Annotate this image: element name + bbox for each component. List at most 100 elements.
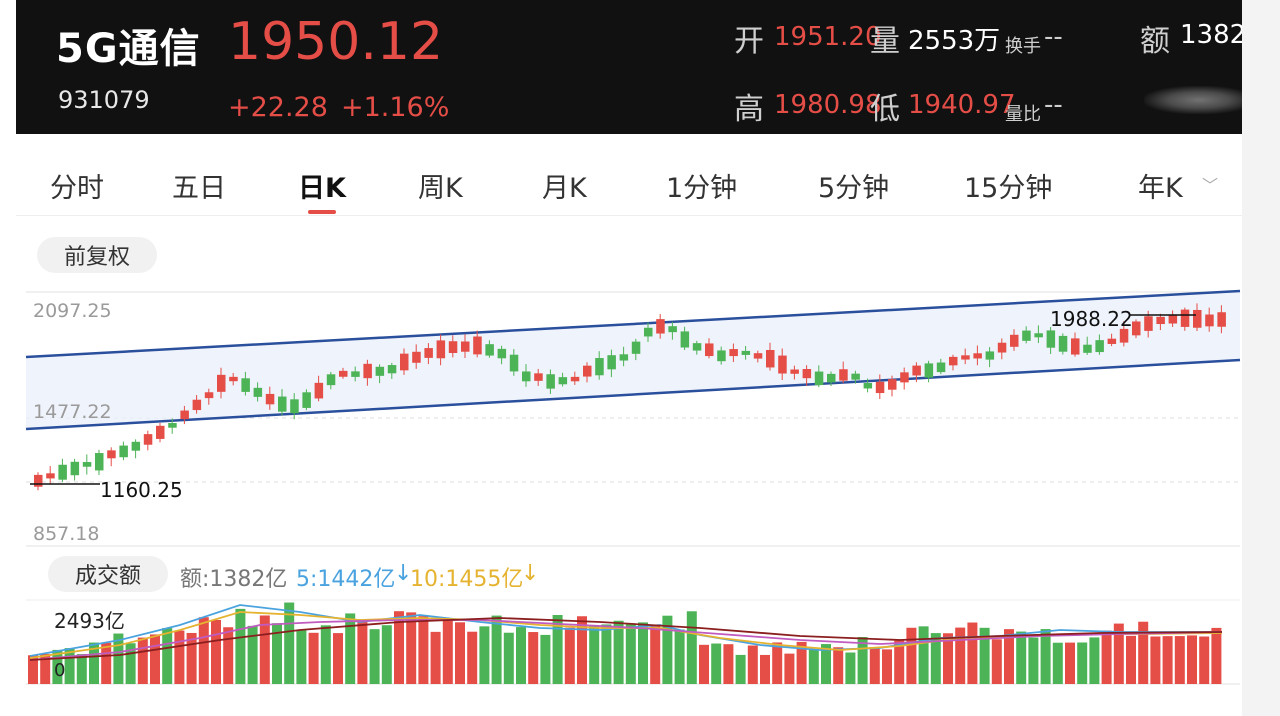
candle-body: [680, 331, 690, 348]
candle-body: [1193, 309, 1202, 328]
tab-intraday[interactable]: 分时: [50, 173, 104, 204]
volume-ma10: 10:1455亿: [410, 567, 524, 592]
volume-bar: [64, 648, 75, 684]
volume-bar: [198, 617, 209, 684]
candle-body: [339, 370, 348, 377]
candle-body: [802, 369, 812, 379]
volume-bar: [381, 625, 392, 684]
candle-body: [522, 371, 531, 382]
volume-bar: [821, 644, 831, 684]
tab-yearly-k[interactable]: 年K: [1138, 173, 1183, 204]
volume-bar: [1089, 637, 1100, 684]
high-label: 高: [734, 92, 764, 127]
candle-body: [1180, 309, 1190, 327]
stock-name: 5G通信: [56, 26, 201, 72]
candle-body: [1058, 335, 1068, 352]
volume-bar: [442, 618, 453, 684]
right-edge: [1242, 0, 1280, 716]
candle-body: [1034, 333, 1043, 338]
candle-body: [412, 351, 421, 363]
volume-bar: [589, 626, 600, 684]
candle-body: [644, 327, 653, 337]
candle-body: [46, 473, 55, 479]
volume-bar: [1162, 636, 1173, 684]
volume-bar: [1138, 621, 1149, 684]
volume-bar: [894, 640, 905, 684]
min-price-label: 1160.25: [100, 478, 183, 502]
candle-body: [509, 354, 519, 372]
candle-body: [485, 344, 494, 356]
volume-bar: [503, 632, 514, 684]
tab-5min[interactable]: 5分钟: [818, 173, 890, 204]
volume-bar: [308, 632, 319, 684]
volume-bar: [650, 626, 661, 684]
candle-body: [70, 461, 80, 476]
price-change-percent: +1.16%: [341, 92, 450, 123]
volume-bar: [394, 611, 404, 684]
candle-body: [156, 425, 165, 439]
candle-body: [583, 365, 592, 377]
candle-body: [107, 450, 116, 459]
volume-amount: 额:1382亿: [180, 567, 288, 592]
volume-bars: [28, 602, 1222, 684]
stock-code: 931079: [58, 86, 150, 114]
volume-bar: [89, 642, 99, 684]
tab-daily-k[interactable]: 日K: [298, 173, 346, 204]
candle-body: [656, 319, 665, 334]
open-value: 1951.20: [774, 22, 882, 52]
tab-15min[interactable]: 15分钟: [964, 173, 1053, 204]
candle-body: [949, 356, 958, 366]
chevron-down-icon[interactable]: ﹀: [1202, 176, 1219, 195]
adjust-button[interactable]: 前复权: [37, 237, 157, 273]
volume-bar: [1211, 627, 1222, 684]
tab-monthly-k[interactable]: 月K: [542, 173, 587, 204]
volume-bar: [1199, 636, 1210, 684]
candle-body: [1156, 316, 1165, 325]
period-tabs: 分时 五日 日K 周K 月K 1分钟 5分钟 15分钟 年K ﹀: [16, 134, 1242, 216]
candle-body: [619, 354, 629, 361]
tab-1min[interactable]: 1分钟: [666, 173, 738, 204]
candle-body: [448, 341, 458, 353]
volume-bar: [955, 627, 966, 684]
candle-body: [997, 342, 1007, 353]
candle-body: [1144, 316, 1153, 331]
volume-bar: [1065, 642, 1075, 684]
volume-bar: [796, 641, 807, 684]
candle-body: [1046, 330, 1056, 348]
candle-body: [34, 474, 43, 487]
volume-bar: [1101, 630, 1112, 684]
candle-body: [387, 365, 397, 374]
volume-bar: [1126, 635, 1136, 684]
candle-body: [888, 379, 897, 390]
channel-upper-line: [25, 289, 1241, 359]
candle-body: [424, 348, 433, 358]
tab-weekly-k[interactable]: 周K: [418, 173, 463, 204]
candle-body: [95, 453, 104, 471]
volume-bar: [1150, 636, 1161, 684]
tab-five-day[interactable]: 五日: [172, 173, 226, 204]
volume-bar: [516, 627, 526, 684]
volume-ma-line: [29, 619, 1223, 661]
candle-body: [546, 374, 555, 389]
left-edge: [0, 0, 16, 716]
candle-body: [204, 392, 214, 399]
volume-bar: [686, 611, 697, 684]
candle-body: [1217, 312, 1226, 327]
volume-bar: [211, 619, 221, 684]
volume-ma5: 5:1442亿: [296, 567, 396, 592]
volume-bar: [430, 631, 441, 684]
candle-body: [595, 358, 604, 376]
volume-bar: [1113, 623, 1124, 684]
candle-body: [168, 423, 177, 428]
volume-bar: [674, 629, 685, 684]
candle-body: [326, 374, 336, 386]
candle-body: [973, 353, 982, 359]
candle-body: [497, 348, 507, 359]
volume-bar: [101, 642, 112, 684]
candle-body: [534, 373, 543, 381]
blurred-area: [1144, 86, 1242, 114]
volume-type-button[interactable]: 成交额: [48, 556, 168, 592]
volume-bar: [906, 627, 917, 684]
candle-body: [607, 355, 616, 370]
candle-body: [827, 373, 836, 383]
